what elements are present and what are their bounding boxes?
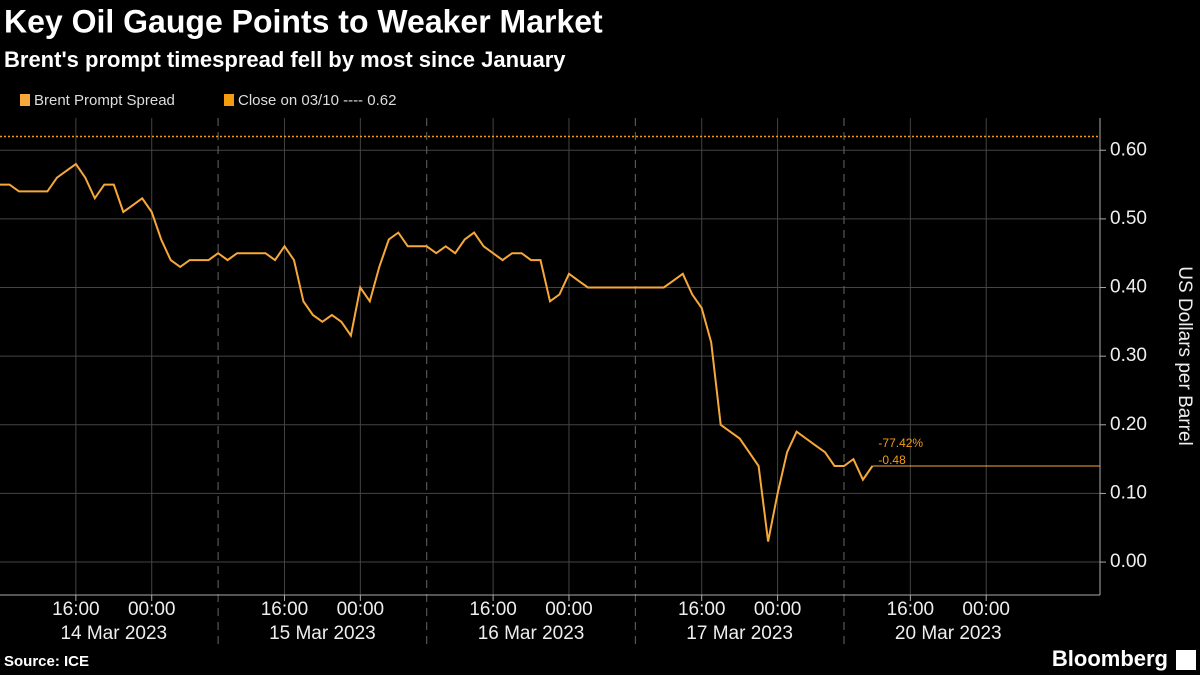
y-tick-label: 0.40	[1110, 277, 1147, 298]
annotation: -0.48	[878, 453, 906, 467]
date-label: 14 Mar 2023	[60, 623, 167, 644]
x-tick-label: 00:00	[337, 599, 385, 620]
legend-swatch	[224, 94, 234, 106]
chart-title: Key Oil Gauge Points to Weaker Market	[4, 3, 603, 39]
date-label: 17 Mar 2023	[686, 623, 793, 644]
y-tick-label: 0.30	[1110, 345, 1147, 366]
x-tick-label: 00:00	[128, 599, 176, 620]
chart-subtitle: Brent's prompt timespread fell by most s…	[4, 47, 566, 72]
legend-swatch	[20, 94, 30, 106]
x-tick-label: 16:00	[469, 599, 517, 620]
x-tick-label: 16:00	[887, 599, 935, 620]
y-tick-label: 0.10	[1110, 482, 1147, 503]
y-axis-title: US Dollars per Barrel	[1174, 266, 1195, 446]
series-line	[0, 162, 874, 542]
date-label: 20 Mar 2023	[895, 623, 1002, 644]
source: Source: ICE	[4, 653, 89, 670]
x-tick-label: 16:00	[678, 599, 726, 620]
brand-icon	[1176, 650, 1196, 670]
y-tick-label: 0.20	[1110, 414, 1147, 435]
x-tick-label: 00:00	[962, 599, 1010, 620]
y-tick-label: 0.00	[1110, 551, 1147, 572]
date-label: 15 Mar 2023	[269, 623, 376, 644]
x-tick-label: 16:00	[52, 599, 100, 620]
annotation: -77.42%	[878, 436, 923, 450]
y-tick-label: 0.60	[1110, 139, 1147, 160]
x-tick-label: 00:00	[545, 599, 593, 620]
y-tick-label: 0.50	[1110, 208, 1147, 229]
legend-label: Brent Prompt Spread	[34, 92, 175, 109]
x-tick-label: 16:00	[261, 599, 309, 620]
legend-label: Close on 03/10 ---- 0.62	[238, 92, 396, 109]
date-label: 16 Mar 2023	[478, 623, 585, 644]
brand: Bloomberg	[1052, 646, 1168, 671]
x-tick-label: 00:00	[754, 599, 802, 620]
